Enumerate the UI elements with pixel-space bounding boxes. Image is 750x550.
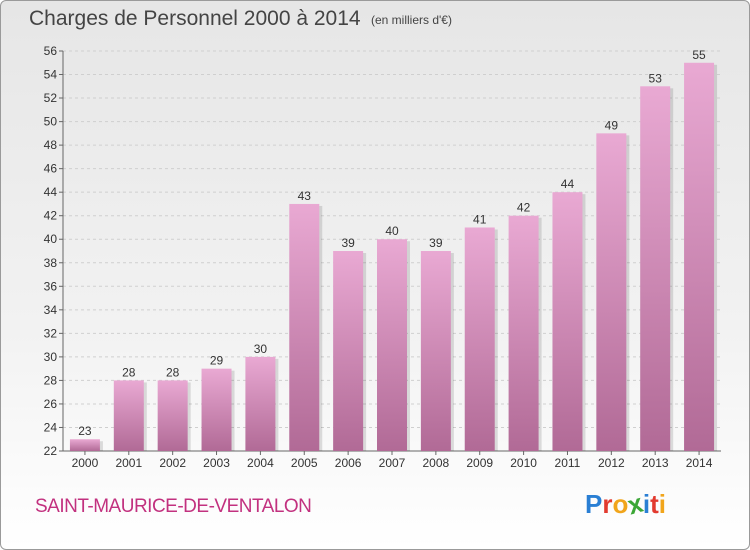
x-tick-labels: 2000 2001 2002 2003 2004 2005 2006 2007 2008 2009… [72, 456, 713, 470]
bar-2011 [552, 192, 583, 452]
data-label: 40 [385, 224, 399, 238]
x-tick-label: 2003 [203, 456, 230, 470]
x-tick-label: 2011 [555, 456, 581, 470]
x-tick-label: 2012 [598, 456, 625, 470]
x-tick-label: 2002 [159, 456, 186, 470]
y-tick-label: 54 [44, 68, 58, 82]
x-tick-label: 2008 [423, 456, 450, 470]
y-tick-label: 38 [44, 256, 58, 270]
x-tick-label: 2010 [510, 456, 537, 470]
x-tick-label: 2000 [72, 456, 99, 470]
y-tick-label: 22 [44, 444, 58, 458]
bar-2001 [113, 380, 144, 451]
bars [69, 62, 718, 452]
y-tick-label: 46 [44, 162, 58, 176]
x-tick-label: 2014 [686, 456, 713, 470]
y-tick-label: 42 [44, 209, 58, 223]
x-tick-label: 2001 [115, 456, 142, 470]
y-tick-labels: 22 24 26 28 30 32 34 36 38 40 42 44 46 48 50 52 54 56 [44, 44, 58, 458]
bar-2002 [157, 380, 188, 451]
data-label: 39 [429, 236, 443, 250]
proxiti-logo: Proxiti [585, 488, 666, 521]
bar-2006 [333, 251, 364, 451]
logo-letter: P [585, 489, 603, 519]
logo-letter: o [612, 489, 629, 519]
data-label: 29 [210, 354, 224, 368]
unit-note: (en milliers d'€) [371, 13, 452, 27]
y-tick-label: 44 [44, 185, 58, 199]
x-tick-label: 2006 [335, 456, 362, 470]
x-tick-label: 2013 [642, 456, 669, 470]
bar-2012 [596, 133, 627, 451]
data-label: 30 [254, 342, 268, 356]
data-label: 44 [561, 177, 575, 191]
y-tick-label: 24 [44, 420, 58, 434]
data-label: 43 [298, 189, 312, 203]
bar-2010 [508, 215, 539, 451]
y-tick-label: 30 [44, 350, 58, 364]
data-label: 49 [605, 118, 619, 132]
logo-letter: r [602, 489, 613, 519]
data-label: 41 [473, 212, 487, 226]
y-tick-label: 34 [44, 303, 58, 317]
bar-2013 [640, 86, 671, 451]
data-label: 23 [78, 424, 92, 438]
logo-letter: i [658, 489, 666, 519]
y-tick-label: 28 [44, 373, 58, 387]
y-tick-label: 36 [44, 279, 58, 293]
y-tick-label: 52 [44, 91, 58, 105]
logo-letter: t [650, 489, 659, 519]
bar-2004 [245, 356, 276, 451]
data-label: 28 [166, 365, 180, 379]
bar-2003 [201, 368, 232, 451]
x-tick-label: 2009 [466, 456, 493, 470]
x-tick-label: 2007 [379, 456, 406, 470]
bar-2005 [289, 203, 320, 451]
bar-2008 [420, 251, 451, 451]
y-tick-label: 56 [44, 44, 58, 58]
y-tick-label: 50 [44, 115, 58, 129]
y-tick-label: 32 [44, 326, 58, 340]
data-label: 55 [692, 48, 706, 62]
bar-2014 [684, 62, 715, 451]
town-name: SAINT-MAURICE-DE-VENTALON [35, 496, 312, 517]
bar-2009 [464, 227, 495, 451]
bar-2000 [69, 439, 100, 451]
data-label: 39 [341, 236, 355, 250]
data-label: 28 [122, 365, 136, 379]
data-label: 42 [517, 201, 531, 215]
y-tick-label: 48 [44, 138, 58, 152]
y-tick-label: 26 [44, 397, 58, 411]
x-tick-label: 2004 [247, 456, 274, 470]
chart-title: Charges de Personnel 2000 à 2014 [29, 7, 361, 30]
y-tick-label: 40 [44, 232, 58, 246]
logo-letter: i [642, 489, 651, 519]
bar-2007 [377, 239, 407, 451]
data-labels: 23 28 28 29 30 43 39 40 39 41 42 44 49 53 55 [78, 48, 706, 438]
x-tick-label: 2005 [291, 456, 318, 470]
data-label: 53 [649, 71, 663, 85]
